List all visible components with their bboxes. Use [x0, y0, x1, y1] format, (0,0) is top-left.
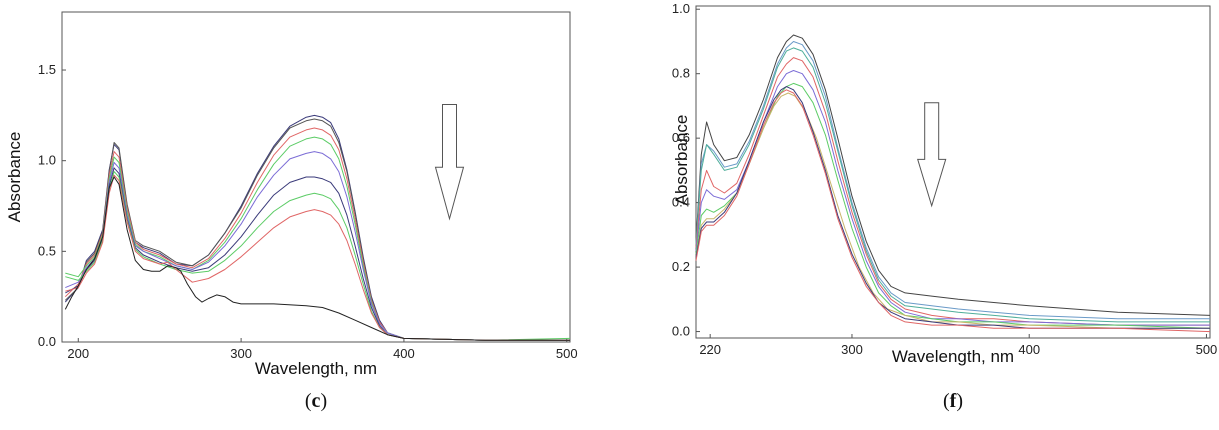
x-tick-label: 200: [67, 346, 89, 361]
x-axis-title: Wavelength, nm: [892, 347, 1014, 366]
series-line: [695, 92, 1210, 329]
y-tick-label: 1.0: [672, 1, 690, 16]
series-line: [695, 41, 1210, 320]
trend-arrow-icon: [434, 104, 465, 221]
x-tick-label: 300: [230, 346, 252, 361]
down-arrow-icon: [434, 104, 465, 221]
tick-layer: 220 300 400 500 0.0 0.2 0.4 0.6 0.8 1.0: [672, 1, 1217, 357]
y-tick-label: 0.0: [38, 334, 56, 349]
down-arrow-icon: [917, 102, 947, 208]
series-line: [65, 171, 570, 341]
series-line: [65, 174, 570, 341]
y-tick-label: 0.2: [672, 259, 690, 274]
trend-arrow-icon: [917, 102, 947, 208]
chart-panel-f: 220 300 400 500 0.0 0.2 0.4 0.6 0.8 1.0 Wavelengt…: [640, 0, 1219, 425]
series-line: [65, 136, 571, 341]
caption-open: (: [304, 390, 312, 412]
caption-close: ): [320, 390, 328, 412]
series-line: [65, 167, 570, 341]
x-axis-title: Wavelength, nm: [255, 359, 377, 378]
caption-open: (: [942, 390, 950, 412]
caption-c: (c): [305, 390, 327, 413]
x-tick-label: 220: [699, 342, 721, 357]
series-layer: [695, 34, 1211, 333]
series-line: [64, 127, 570, 341]
caption-letter: c: [311, 390, 321, 412]
series-line: [64, 118, 570, 341]
x-tick-label: 500: [556, 346, 578, 361]
caption-letter: f: [949, 390, 957, 412]
series-line: [695, 47, 1210, 323]
y-axis-title: Absorbance: [5, 132, 24, 223]
caption-close: ): [956, 390, 964, 412]
y-tick-label: 1.5: [38, 62, 56, 77]
tick-layer: 200 300 400 500 0.0 0.5 1.0 1.5: [38, 62, 578, 361]
x-tick-label: 500: [1196, 342, 1218, 357]
chart-panel-c: 200 300 400 500 0.0 0.5 1.0 1.5 Wavelength, nm …: [0, 0, 600, 425]
y-tick-label: 0.4: [672, 195, 690, 210]
y-tick-label: 0.5: [38, 243, 56, 258]
y-tick-label: 1.0: [38, 153, 56, 168]
y-axis-title: Absorbance: [672, 115, 691, 206]
x-tick-label: 300: [841, 342, 863, 357]
series-line: [695, 34, 1211, 316]
plot-frame: [61, 11, 571, 343]
y-tick-label: 0.6: [672, 130, 690, 145]
plot-frame: [695, 5, 1211, 339]
series-line: [695, 89, 1211, 333]
series-line: [695, 70, 1210, 326]
series-line: [695, 86, 1210, 329]
chart-f-svg: 220 300 400 500 0.0 0.2 0.4 0.6 0.8 1.0 Wavelengt…: [672, 1, 1217, 366]
series-line: [65, 151, 570, 341]
series-layer: [64, 114, 571, 341]
series-line: [695, 57, 1210, 326]
y-tick-label: 0.8: [672, 66, 690, 81]
x-tick-label: 400: [1018, 342, 1040, 357]
series-line: [695, 82, 1211, 329]
series-line: [64, 176, 570, 341]
caption-f: (f): [943, 390, 963, 413]
y-tick-label: 0.0: [672, 324, 690, 339]
x-tick-label: 400: [393, 346, 415, 361]
